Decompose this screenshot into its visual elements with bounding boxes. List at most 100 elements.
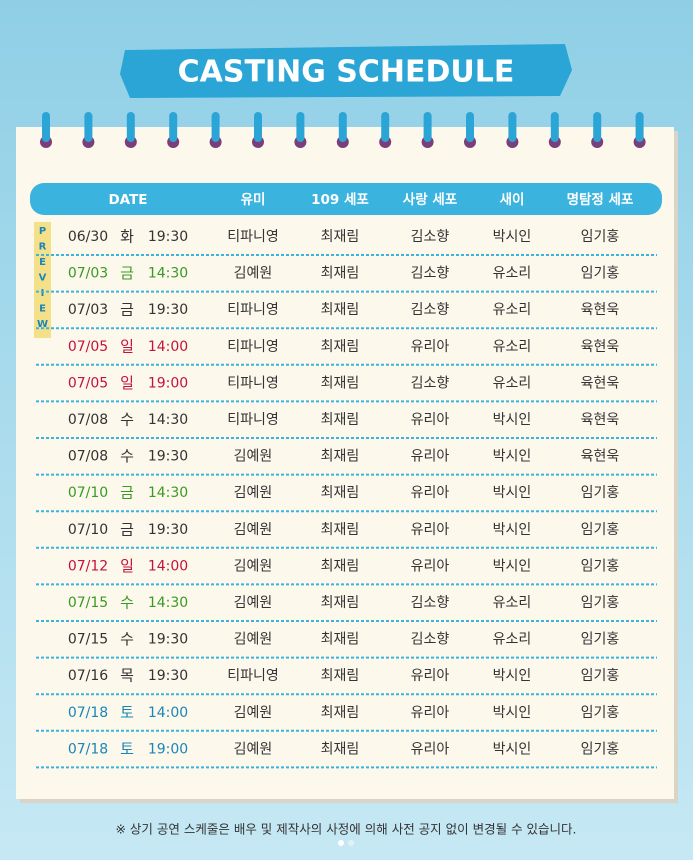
- date: 07/03: [68, 266, 108, 282]
- date: 07/15: [68, 595, 108, 611]
- date: 07/03: [68, 302, 108, 318]
- ring: [254, 112, 262, 142]
- cast-name: 티파니영: [227, 302, 279, 318]
- cast-name: 김소향: [411, 302, 450, 318]
- ring: [84, 112, 93, 142]
- cast-name: 임기홍: [581, 558, 620, 574]
- cast-name: 김예원: [234, 558, 273, 574]
- column-header: 새이: [500, 191, 525, 208]
- ring: [508, 112, 517, 142]
- cast-name: 최재림: [321, 302, 360, 318]
- ring: [169, 112, 178, 142]
- cast-name: 박시인: [493, 412, 532, 428]
- footnote: ※ 상기 공연 스케줄은 배우 및 제작사의 사정에 의해 사전 공지 없이 변…: [115, 822, 576, 837]
- preview-letter: R: [39, 242, 47, 253]
- time: 14:30: [148, 412, 188, 428]
- cast-name: 박시인: [493, 558, 532, 574]
- cast-name: 유리아: [411, 485, 450, 501]
- ring: [466, 112, 474, 142]
- cast-name: 박시인: [493, 668, 532, 684]
- cast-name: 임기홍: [581, 229, 620, 245]
- cast-name: 유소리: [493, 375, 532, 391]
- date: 07/15: [68, 632, 108, 648]
- time: 19:30: [148, 229, 188, 245]
- column-header: DATE: [108, 192, 147, 208]
- cast-name: 김예원: [234, 595, 273, 611]
- cast-name: 티파니영: [227, 375, 279, 391]
- cast-name: 김소향: [411, 229, 450, 245]
- cast-name: 임기홍: [581, 668, 620, 684]
- title: CASTING SCHEDULE: [178, 55, 515, 90]
- cast-name: 임기홍: [581, 266, 620, 282]
- cast-name: 유리아: [411, 339, 450, 355]
- date: 07/10: [68, 485, 108, 501]
- date: 07/12: [68, 558, 108, 574]
- time: 19:30: [148, 632, 188, 648]
- cast-name: 최재림: [321, 632, 360, 648]
- weekday: 금: [120, 520, 134, 538]
- time: 14:00: [148, 705, 188, 721]
- cast-name: 티파니영: [227, 668, 279, 684]
- cast-name: 유소리: [493, 302, 532, 318]
- ring: [338, 112, 347, 142]
- cast-name: 티파니영: [227, 339, 279, 355]
- date: 07/18: [68, 705, 108, 721]
- cast-name: 육현욱: [581, 412, 620, 428]
- cast-name: 티파니영: [227, 412, 279, 428]
- cast-name: 박시인: [493, 449, 532, 465]
- cast-name: 최재림: [321, 229, 360, 245]
- ring: [381, 112, 390, 142]
- weekday: 수: [120, 594, 134, 612]
- cast-name: 김예원: [234, 741, 273, 757]
- weekday: 토: [120, 703, 134, 721]
- cast-name: 김소향: [411, 595, 450, 611]
- cast-name: 임기홍: [581, 632, 620, 648]
- cast-name: 유리아: [411, 705, 450, 721]
- preview-letter: I: [41, 288, 45, 299]
- cast-name: 유리아: [411, 412, 450, 428]
- cast-name: 유리아: [411, 741, 450, 757]
- cast-name: 김소향: [411, 632, 450, 648]
- ring: [296, 112, 305, 142]
- time: 14:30: [148, 595, 188, 611]
- time: 14:30: [148, 266, 188, 282]
- cast-name: 유소리: [493, 595, 532, 611]
- preview-letter: E: [39, 304, 46, 315]
- cast-name: 육현욱: [581, 375, 620, 391]
- time: 19:00: [148, 741, 188, 757]
- cast-name: 김예원: [234, 522, 273, 538]
- title-banner: [120, 44, 572, 98]
- page-dot: [348, 840, 354, 846]
- time: 19:30: [148, 522, 188, 538]
- cast-name: 박시인: [493, 705, 532, 721]
- cast-name: 유리아: [411, 449, 450, 465]
- preview-strip: [34, 222, 51, 338]
- cast-name: 최재림: [321, 485, 360, 501]
- cast-name: 유소리: [493, 632, 532, 648]
- cast-name: 임기홍: [581, 522, 620, 538]
- weekday: 금: [120, 301, 134, 319]
- cast-name: 박시인: [493, 485, 532, 501]
- time: 19:30: [148, 668, 188, 684]
- date: 07/08: [68, 449, 108, 465]
- cast-name: 임기홍: [581, 705, 620, 721]
- cast-name: 육현욱: [581, 302, 620, 318]
- weekday: 일: [120, 337, 134, 355]
- ring: [635, 112, 644, 142]
- cast-name: 최재림: [321, 375, 360, 391]
- cast-name: 유소리: [493, 266, 532, 282]
- ring: [211, 112, 220, 142]
- cast-name: 최재림: [321, 595, 360, 611]
- cast-name: 김예원: [234, 266, 273, 282]
- cast-name: 김예원: [234, 449, 273, 465]
- cast-name: 임기홍: [581, 595, 620, 611]
- weekday: 수: [120, 411, 134, 429]
- date: 06/30: [68, 229, 108, 245]
- cast-name: 티파니영: [227, 229, 279, 245]
- paper: [16, 127, 674, 799]
- preview-letter: V: [39, 273, 47, 284]
- cast-name: 박시인: [493, 522, 532, 538]
- cast-name: 최재림: [321, 339, 360, 355]
